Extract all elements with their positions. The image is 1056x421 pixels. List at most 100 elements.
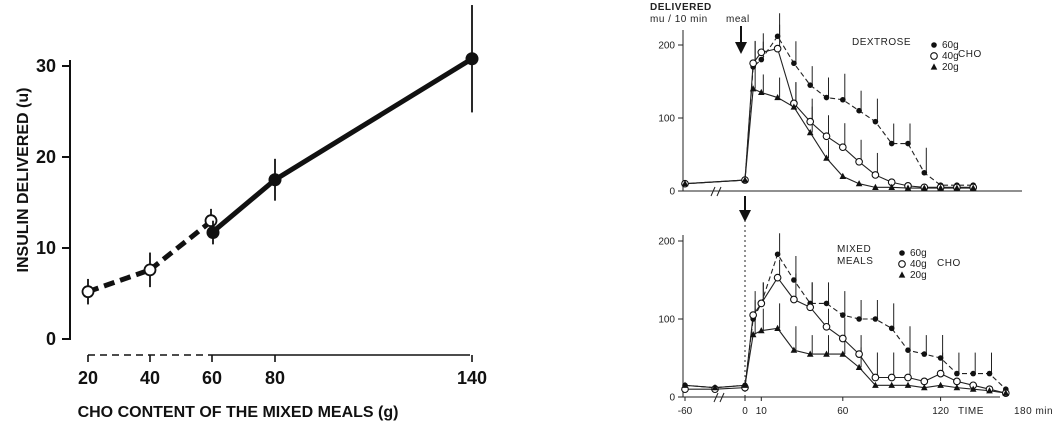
data-point-20g [986,387,993,394]
data-point-40g [871,171,880,179]
data-point-60g [921,351,928,357]
top-axis-break [710,186,722,197]
data-point-20g [774,324,781,331]
legend-marker-40g [898,260,906,268]
data-point-40g [871,373,880,382]
data-point-60g [921,169,928,176]
legend-label-60g: 60g [942,40,959,51]
top-error-bars [754,13,927,175]
data-point-60g [905,347,911,354]
data-point-60g [823,300,830,307]
data-point-20g [937,184,944,191]
data-point-60g [888,140,895,147]
data-point-20g [953,384,961,391]
data-point-20g [749,85,757,92]
legend-marker-60g [931,42,937,48]
left-data-points [81,5,479,305]
bottom-legend-title-2: MEALS [837,256,873,267]
data-point-20g [774,93,781,101]
bottom-data-points [681,251,1010,397]
left-y-axis-label: INSULIN DELIVERED (u) [15,88,32,273]
data-point-60g [840,96,846,103]
x-tick-label: 60 [837,406,849,417]
legend-marker-20g [930,63,938,70]
data-point-20g [1002,389,1010,396]
data-point-60g [986,370,993,377]
legend-label-40g: 40g [942,51,959,62]
top-y-label-line1: DELIVERED [650,2,712,13]
left-solid-segment [210,177,277,235]
data-point-60g [872,118,879,125]
bottom-meal-arrow [739,196,751,222]
data-point-40g [838,334,847,343]
data-point-60g [856,107,862,114]
data-point-40g [822,322,831,331]
data-point-20g [758,88,765,96]
data-point-40g [920,377,929,386]
data-point-40g [855,157,863,166]
data-point-20g [872,381,879,388]
data-point-60g [791,60,797,67]
data-point-20g [711,384,719,391]
data-point-20g [888,183,895,190]
left-x-tick-label: 140 [457,368,487,388]
left-y-ticks: 0 10 20 30 [36,56,70,349]
left-point-filled [465,52,479,66]
data-point-60g [774,33,781,40]
data-point-20g [969,184,977,191]
data-point-20g [904,184,912,191]
left-solid-segment [273,56,474,182]
x-tick-label: 0 [742,406,748,417]
data-point-20g [806,129,814,136]
data-point-40g [887,373,896,382]
left-chart: 0 10 20 30 20 40 60 80 140 INSULIN DELIVERED (u… [15,5,487,421]
meal-annotation: meal [726,14,750,25]
left-series-lines [87,56,474,295]
bottom-x-axis-label: TIME [958,406,984,417]
data-point-60g [872,316,879,322]
legend-marker-60g [899,250,905,256]
left-y-tick-label: 10 [36,238,56,258]
data-point-20g [855,363,863,370]
data-point-40g [904,373,912,382]
left-y-tick-label: 30 [36,56,56,76]
left-y-tick-label: 0 [46,329,56,349]
left-point-open [204,214,218,228]
left-x-tick-label: 80 [265,368,285,388]
bottom-legend-title-1: MIXED [837,244,871,255]
data-point-20g [790,103,798,110]
data-point-40g [822,132,831,141]
data-point-20g [953,184,961,191]
legend-label-20g: 20g [942,62,959,73]
legend-marker-20g [898,271,906,278]
data-point-40g [773,273,782,282]
bottom-y-ticks: 0 100 200 [658,237,683,404]
left-x-tick-label: 60 [202,368,222,388]
legend-label-40g: 40g [910,259,927,270]
top-meal-arrow [735,26,747,54]
data-point-20g [681,180,689,187]
top-y-ticks: 0 100 200 [658,41,683,198]
legend-marker-40g [930,52,938,60]
data-point-20g [790,346,798,353]
left-point-filled [268,173,282,187]
y-tick-label: 100 [658,114,675,125]
data-point-60g [937,355,944,361]
data-point-40g [953,377,961,386]
data-point-60g [905,140,911,147]
data-point-60g [954,370,960,377]
left-point-open [81,285,95,299]
data-point-40g [749,59,758,68]
top-series-lines [684,35,974,189]
y-tick-label: 0 [669,187,675,198]
data-point-40g [773,44,782,53]
y-tick-label: 200 [658,237,675,248]
legend-label-60g: 60g [910,248,927,259]
data-point-40g [757,299,766,308]
left-x-ticks: 20 40 60 80 140 [78,355,487,388]
data-point-40g [838,143,847,152]
left-dashed-segment [87,267,151,295]
